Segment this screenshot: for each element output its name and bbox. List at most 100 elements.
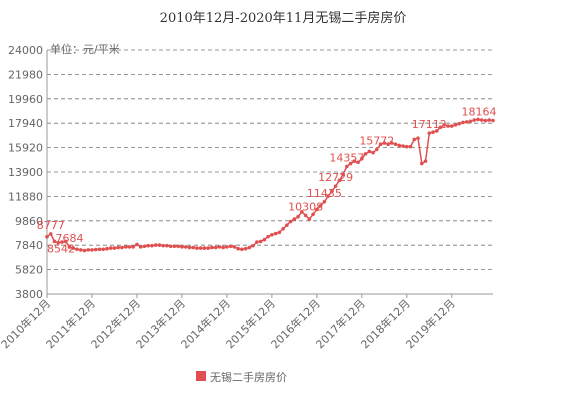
value-label: 15772	[359, 134, 394, 147]
legend-label: 无锡二手房房价	[210, 370, 287, 384]
data-point	[393, 142, 398, 147]
data-point	[131, 245, 136, 249]
data-point	[213, 245, 218, 250]
data-point	[116, 245, 121, 250]
data-point	[281, 226, 285, 231]
data-point	[165, 243, 169, 248]
data-point	[273, 231, 278, 236]
data-point	[277, 230, 282, 235]
data-point	[311, 212, 315, 217]
data-point	[386, 142, 390, 147]
data-point	[251, 243, 255, 248]
y-tick-label: 7840	[15, 239, 43, 252]
data-point	[101, 247, 106, 252]
value-label: 8542	[47, 243, 75, 256]
data-point	[472, 118, 477, 122]
data-point	[176, 244, 180, 249]
data-point	[210, 245, 214, 250]
y-tick-label: 5820	[15, 264, 43, 277]
data-point	[479, 118, 484, 122]
data-point	[356, 160, 360, 165]
series-line	[46, 118, 494, 252]
data-point	[341, 172, 345, 177]
data-point	[240, 247, 244, 252]
data-point	[48, 232, 53, 236]
chart-title: 2010年12月-2020年11月无锡二手房房价	[160, 10, 407, 26]
data-point	[288, 219, 293, 224]
value-label: 8777	[37, 219, 65, 232]
data-point	[153, 243, 158, 247]
data-point	[487, 118, 492, 122]
data-point	[183, 245, 188, 249]
data-point	[438, 125, 443, 130]
value-label: 10308	[288, 200, 323, 213]
data-point	[202, 246, 207, 250]
data-point	[135, 242, 139, 247]
data-point	[333, 184, 338, 188]
data-point	[468, 119, 473, 124]
data-point	[198, 246, 203, 250]
data-point	[56, 240, 61, 245]
data-point	[146, 243, 150, 248]
value-label: 11435	[307, 187, 342, 200]
data-point	[172, 244, 177, 249]
data-point	[348, 161, 353, 166]
data-point	[292, 217, 297, 221]
data-point	[427, 131, 432, 136]
data-point	[262, 237, 267, 242]
value-label: 12729	[318, 171, 353, 184]
data-point	[371, 150, 375, 155]
data-point	[191, 245, 195, 250]
data-point	[431, 130, 435, 134]
data-point	[457, 121, 462, 126]
data-point	[258, 239, 263, 244]
data-point	[52, 239, 57, 244]
data-point	[303, 213, 308, 218]
data-point	[423, 159, 428, 163]
data-point	[67, 245, 72, 249]
y-tick-label: 24000	[8, 44, 43, 57]
data-point	[255, 240, 259, 244]
data-point	[75, 247, 79, 252]
y-tick-label: 11880	[8, 190, 43, 203]
data-point	[382, 141, 387, 145]
data-point	[206, 246, 210, 250]
data-point	[138, 245, 143, 249]
y-tick-label: 15920	[8, 142, 43, 155]
data-point	[404, 144, 409, 149]
data-point	[127, 245, 132, 249]
data-point	[419, 161, 424, 166]
unit-label: 单位：元/平米	[50, 42, 120, 56]
data-point	[345, 164, 349, 169]
data-point	[71, 246, 76, 250]
data-point	[123, 245, 128, 249]
data-point	[108, 246, 113, 250]
data-point	[296, 214, 300, 219]
data-point	[161, 243, 165, 248]
data-point	[300, 210, 304, 214]
data-point	[247, 245, 252, 250]
data-point	[352, 159, 357, 163]
value-label: 7684	[55, 232, 83, 245]
data-point	[326, 194, 330, 198]
data-point	[78, 248, 83, 252]
data-point	[449, 124, 454, 128]
data-point	[86, 248, 91, 252]
value-label: 18164	[462, 105, 497, 118]
data-point	[105, 246, 109, 251]
data-point	[401, 144, 405, 148]
data-point	[464, 120, 469, 124]
data-point	[168, 244, 173, 249]
data-point	[97, 247, 102, 252]
data-point	[195, 246, 199, 250]
data-point	[217, 245, 222, 249]
data-point	[266, 234, 270, 239]
data-point	[307, 217, 312, 221]
data-point	[434, 129, 439, 133]
data-point	[416, 136, 420, 140]
data-point	[318, 204, 323, 208]
data-point	[363, 152, 368, 156]
data-point	[491, 118, 495, 123]
y-tick-label: 3800	[15, 288, 43, 301]
